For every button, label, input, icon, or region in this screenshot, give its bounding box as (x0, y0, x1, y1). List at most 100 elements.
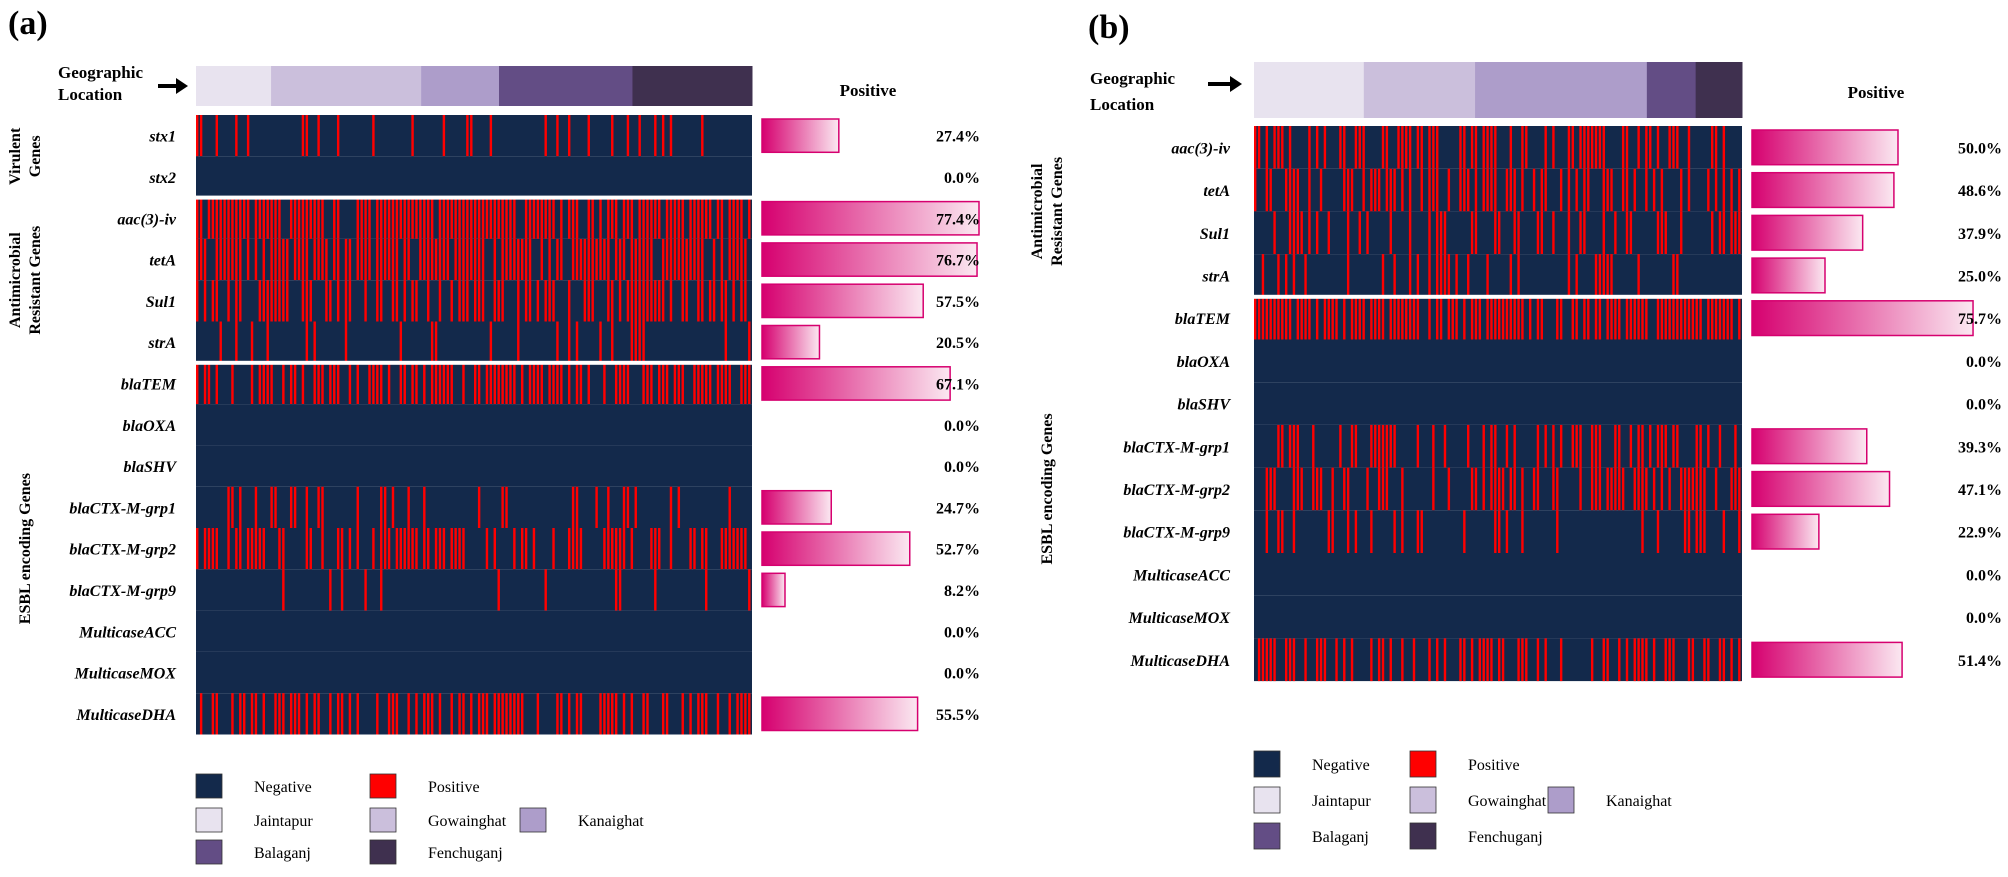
heatmap-cell-positive (305, 197, 309, 239)
heatmap-cell-positive (1327, 211, 1330, 255)
percent-label-Sul1: 37.9% (1958, 226, 2002, 243)
heatmap-cell-positive (556, 238, 559, 281)
heatmap-cell-positive (1284, 296, 1288, 340)
heatmap-cell-positive (321, 528, 324, 570)
positive-bar-stx1 (761, 118, 840, 154)
heatmap-cell-positive (438, 238, 442, 281)
positive-bar-blaTEM (1751, 300, 1974, 337)
heatmap-cell-positive (1556, 296, 1559, 340)
heatmap-cell-positive (611, 115, 614, 157)
heatmap-cell-positive (301, 280, 305, 322)
heatmap-cell-positive (1606, 254, 1609, 297)
heatmap-cell-positive (524, 528, 528, 570)
heatmap-cell-positive (1521, 168, 1524, 212)
heatmap-row-stx1 (196, 115, 752, 157)
heatmap-cell-positive (579, 693, 583, 735)
heatmap-cell-positive (1722, 168, 1726, 212)
heatmap-cell-positive (1668, 296, 1671, 340)
percent-label-MulticaseDHA: 55.5% (936, 707, 980, 724)
heatmap-cell-positive (1381, 126, 1385, 169)
heatmap-cell-positive (614, 238, 618, 281)
heatmap-cell-positive (1637, 296, 1640, 340)
heatmap-cell-positive (528, 238, 532, 281)
heatmap-cell-positive (560, 197, 563, 239)
heatmap-cell-positive (689, 528, 692, 570)
heatmap-cell-positive (740, 238, 743, 281)
heatmap-cell-positive (239, 238, 242, 281)
heatmap-cell-positive (278, 197, 281, 239)
heatmap-cell-positive (317, 693, 320, 735)
heatmap-cell-positive (411, 362, 414, 405)
heatmap-cell-positive (1664, 638, 1667, 682)
heatmap-cell-positive (1374, 168, 1377, 212)
heatmap-cell-positive (513, 528, 516, 570)
panel-label: (b) (1088, 9, 1130, 46)
heatmap-cell-positive (501, 280, 504, 322)
heatmap-cell-positive (336, 115, 340, 157)
heatmap-cell-positive (489, 362, 493, 405)
geo-label-line1: Geographic (1090, 69, 1175, 88)
heatmap-cell-positive (1556, 467, 1559, 511)
positive-bar-aac(3)-iv (761, 200, 980, 236)
heatmap-cell-positive (215, 238, 219, 281)
heatmap-cell-positive (571, 238, 575, 281)
heatmap-cell-positive (305, 693, 309, 735)
heatmap-cell-positive (1370, 168, 1373, 212)
heatmap-cell-positive (1354, 296, 1358, 340)
positive-bar-blaCTX-M-grp2 (761, 531, 911, 567)
heatmap-cell-positive (1494, 424, 1497, 468)
heatmap-cell-positive (1711, 296, 1714, 340)
gene-label-blaCTX-M-grp9: blaCTX-M-grp9 (1123, 525, 1230, 542)
heatmap-cell-positive (219, 197, 222, 239)
heatmap-cell-positive (1649, 126, 1652, 169)
heatmap-cell-positive (242, 693, 246, 735)
heatmap-cell-positive (262, 238, 265, 281)
heatmap-cell-positive (1540, 296, 1544, 340)
heatmap-cell-positive (1501, 296, 1505, 340)
heatmap-cell-positive (289, 197, 293, 239)
heatmap-cell-positive (383, 486, 387, 528)
heatmap-cell-positive (1439, 211, 1443, 255)
heatmap-cell-positive (380, 238, 383, 281)
location-segment-balaganj (499, 66, 633, 106)
heatmap-cell-positive (567, 115, 571, 157)
heatmap-cell-positive (1699, 510, 1702, 553)
heatmap-cell-positive (423, 486, 426, 528)
heatmap-cell-positive (1598, 254, 1602, 297)
heatmap-cell-positive (1401, 126, 1404, 169)
positive-bar-blaCTX-M-grp2 (1751, 470, 1891, 508)
heatmap-cell-positive (1645, 467, 1648, 511)
heatmap-cell-positive (1645, 296, 1648, 340)
heatmap-cell-positive (1680, 296, 1683, 340)
heatmap-cell-positive (1350, 638, 1354, 682)
heatmap-cell-positive (630, 238, 634, 281)
heatmap-cell-positive (485, 693, 489, 735)
heatmap-cell-positive (1377, 467, 1381, 511)
heatmap-cell-positive (1602, 126, 1605, 169)
heatmap-cell-positive (1401, 510, 1404, 553)
heatmap-cell-positive (1559, 638, 1563, 682)
heatmap-cell-positive (360, 197, 363, 239)
heatmap-cell-positive (1722, 126, 1726, 169)
heatmap-cell-positive (1660, 296, 1664, 340)
heatmap-cell-positive (661, 693, 665, 735)
heatmap-cell-positive (642, 238, 645, 281)
heatmap-cell-positive (466, 280, 469, 322)
heatmap-cell-positive (395, 197, 399, 239)
heatmap-cell-positive (1308, 211, 1311, 255)
percent-label-blaCTX-M-grp1: 39.3% (1958, 439, 2002, 456)
percent-label-MulticaseACC: 0.0% (944, 624, 980, 641)
heatmap-cell-positive (1401, 296, 1404, 340)
heatmap-cell-positive (403, 280, 406, 322)
heatmap-cell-positive (556, 362, 559, 405)
heatmap-cell-positive (1552, 424, 1555, 468)
percent-label-MulticaseDHA: 51.4% (1958, 653, 2002, 670)
heatmap-cell-positive (720, 197, 724, 239)
heatmap-cell-positive (720, 362, 724, 405)
heatmap-cell-positive (1598, 424, 1602, 468)
heatmap-cell-positive (1621, 168, 1625, 212)
heatmap-cell-positive (599, 321, 602, 363)
heatmap-cell-positive (689, 238, 692, 281)
heatmap-cell-positive (430, 693, 434, 735)
heatmap-cell-positive (1401, 638, 1404, 682)
